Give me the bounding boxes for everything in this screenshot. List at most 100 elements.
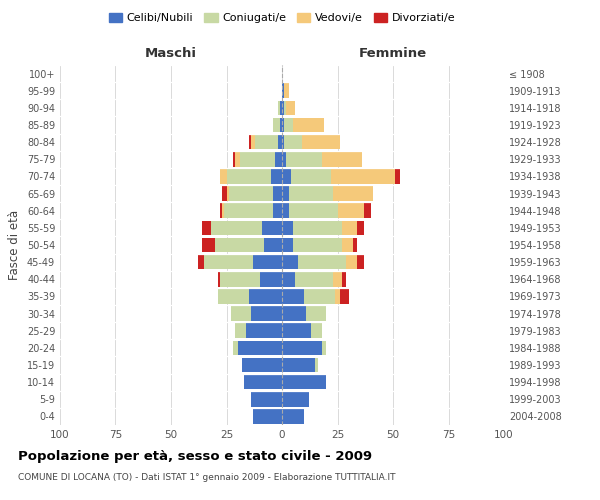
Bar	[278, 100, 280, 115]
Bar	[251, 135, 256, 150]
Bar	[311, 324, 322, 338]
Bar	[231, 306, 251, 321]
Text: COMUNE DI LOCANA (TO) - Dati ISTAT 1° gennaio 2009 - Elaborazione TUTTITALIA.IT: COMUNE DI LOCANA (TO) - Dati ISTAT 1° ge…	[18, 472, 395, 482]
Bar	[275, 152, 282, 166]
Bar	[342, 238, 353, 252]
Bar	[282, 375, 326, 390]
Bar	[282, 238, 293, 252]
Bar	[218, 289, 249, 304]
Bar	[322, 340, 326, 355]
Bar	[342, 272, 346, 286]
Bar	[322, 152, 362, 166]
Bar	[284, 84, 289, 98]
Bar	[271, 169, 282, 184]
Bar	[286, 100, 295, 115]
Bar	[282, 409, 304, 424]
Bar	[342, 220, 358, 235]
Bar	[304, 289, 335, 304]
Bar	[282, 186, 289, 201]
Bar	[282, 135, 284, 150]
Bar	[282, 289, 304, 304]
Bar	[197, 255, 204, 270]
Bar	[242, 358, 282, 372]
Bar	[224, 204, 273, 218]
Bar	[227, 186, 229, 201]
Text: Popolazione per età, sesso e stato civile - 2009: Popolazione per età, sesso e stato civil…	[18, 450, 372, 463]
Bar	[289, 186, 333, 201]
Bar	[229, 186, 273, 201]
Bar	[335, 289, 340, 304]
Bar	[395, 169, 400, 184]
Bar	[295, 272, 333, 286]
Bar	[293, 118, 324, 132]
Bar	[273, 186, 282, 201]
Bar	[307, 306, 326, 321]
Bar	[204, 255, 253, 270]
Bar	[251, 306, 282, 321]
Bar	[247, 324, 282, 338]
Bar	[282, 220, 293, 235]
Bar	[233, 340, 238, 355]
Bar	[284, 100, 286, 115]
Bar	[264, 238, 282, 252]
Bar	[331, 169, 395, 184]
Bar	[282, 118, 284, 132]
Bar	[353, 238, 358, 252]
Bar	[251, 392, 282, 406]
Bar	[240, 152, 275, 166]
Bar	[282, 306, 307, 321]
Bar	[282, 358, 316, 372]
Bar	[235, 324, 247, 338]
Bar	[289, 204, 337, 218]
Bar	[218, 272, 220, 286]
Bar	[211, 220, 262, 235]
Bar	[273, 118, 280, 132]
Legend: Celibi/Nubili, Coniugati/e, Vedovi/e, Divorziati/e: Celibi/Nubili, Coniugati/e, Vedovi/e, Di…	[104, 8, 460, 28]
Bar	[284, 135, 302, 150]
Bar	[256, 135, 278, 150]
Bar	[282, 392, 308, 406]
Bar	[293, 220, 342, 235]
Bar	[286, 152, 322, 166]
Bar	[249, 135, 251, 150]
Bar	[291, 169, 331, 184]
Bar	[282, 84, 284, 98]
Bar	[358, 220, 364, 235]
Bar	[222, 204, 224, 218]
Bar	[293, 238, 342, 252]
Bar	[249, 289, 282, 304]
Bar	[215, 238, 264, 252]
Bar	[253, 409, 282, 424]
Bar	[220, 272, 260, 286]
Bar	[358, 255, 364, 270]
Bar	[316, 358, 317, 372]
Bar	[282, 204, 289, 218]
Bar	[260, 272, 282, 286]
Bar	[220, 204, 222, 218]
Bar	[202, 220, 211, 235]
Bar	[227, 169, 271, 184]
Bar	[282, 100, 284, 115]
Bar	[337, 204, 364, 218]
Bar	[284, 118, 293, 132]
Bar	[333, 272, 342, 286]
Bar	[280, 100, 282, 115]
Bar	[244, 375, 282, 390]
Bar	[273, 204, 282, 218]
Bar	[222, 186, 227, 201]
Bar	[340, 289, 349, 304]
Bar	[282, 255, 298, 270]
Bar	[282, 152, 286, 166]
Bar	[220, 169, 227, 184]
Bar	[278, 135, 282, 150]
Bar	[235, 152, 240, 166]
Bar	[202, 238, 215, 252]
Bar	[253, 255, 282, 270]
Bar	[282, 169, 291, 184]
Bar	[282, 324, 311, 338]
Bar	[280, 118, 282, 132]
Bar	[333, 186, 373, 201]
Bar	[233, 152, 235, 166]
Bar	[238, 340, 282, 355]
Text: Maschi: Maschi	[145, 47, 197, 60]
